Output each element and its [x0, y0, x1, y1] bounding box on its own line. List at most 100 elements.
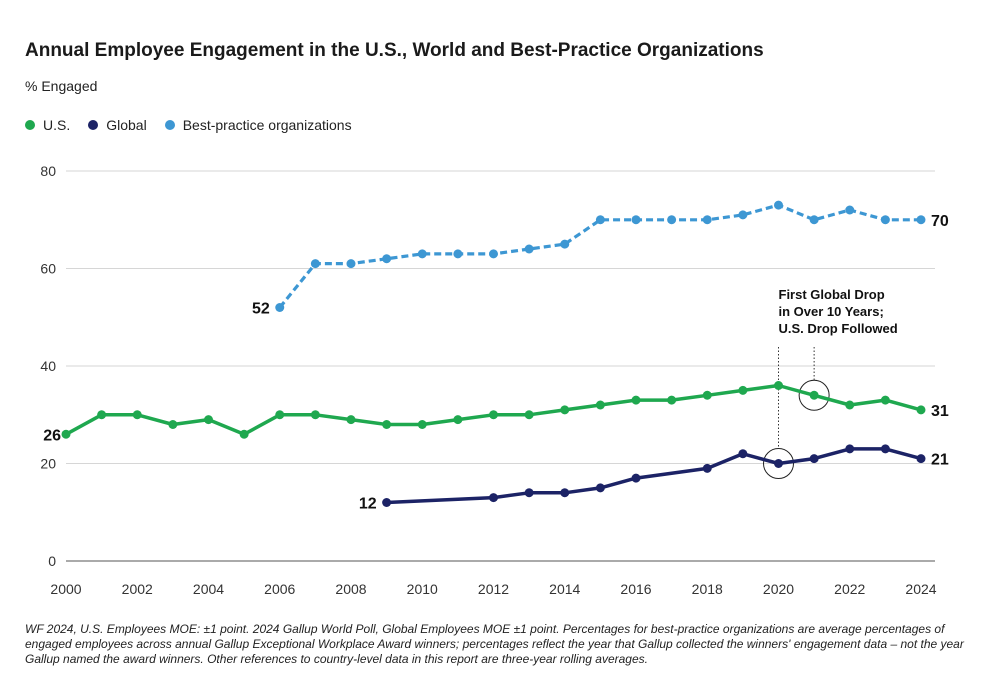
data-labels: 26 31 12 21 52 70	[43, 213, 949, 513]
footnote: WF 2024, U.S. Employees MOE: ±1 point. 2…	[25, 622, 964, 666]
data-point-best-practice-organizations-2006	[275, 303, 285, 312]
data-point-best-practice-organizations-2019	[738, 210, 748, 220]
data-point-best-practice-organizations-2024	[916, 215, 926, 225]
chart-title: Annual Employee Engagement in the U.S., …	[25, 40, 764, 61]
legend-label-us: U.S.	[43, 117, 71, 133]
data-point-global-2009	[382, 498, 392, 507]
annotation-text-line-3: U.S. Drop Followed	[779, 321, 898, 336]
end-label-best-practice-organizations: 70	[931, 213, 949, 230]
data-point-best-practice-organizations-2016	[631, 215, 641, 225]
x-tick-label-2016: 2016	[620, 581, 651, 597]
x-tick-label-2002: 2002	[122, 581, 153, 597]
data-point-u-s-2014	[560, 405, 570, 415]
series-line-global	[386, 447, 922, 505]
data-point-best-practice-organizations-2015	[595, 215, 605, 225]
legend-label-global: Global	[106, 117, 147, 133]
legend-swatch-us	[25, 120, 35, 130]
legend: U.S. Global Best-practice organizations	[25, 117, 370, 133]
data-point-u-s-2011	[453, 415, 463, 425]
data-point-u-s-2021	[809, 390, 819, 400]
y-tick-label-60: 60	[40, 261, 56, 277]
data-point-global-2024	[916, 454, 926, 464]
data-point-best-practice-organizations-2020	[774, 200, 783, 210]
data-point-u-s-2006	[275, 410, 285, 420]
data-point-best-practice-organizations-2008	[346, 259, 356, 269]
start-label-global: 12	[359, 496, 377, 513]
data-point-u-s-2024	[916, 405, 926, 415]
line-chart: 0 20 40 60 80 2000 2002 2004 2006 2008 2010 2012 201…	[40, 163, 949, 597]
data-point-u-s-2019	[738, 385, 748, 395]
data-point-u-s-2012	[489, 410, 498, 420]
data-point-u-s-2000	[61, 429, 71, 439]
data-point-global-2013	[524, 488, 534, 498]
x-tick-label-2004: 2004	[193, 581, 224, 597]
y-tick-label-40: 40	[40, 358, 56, 374]
annotation-text-line-1: First Global Drop	[779, 287, 885, 302]
data-point-u-s-2013	[524, 410, 534, 420]
annotation: First Global Drop in Over 10 Years; U.S. D…	[763, 287, 898, 479]
legend-swatch-global	[88, 120, 99, 130]
data-point-u-s-2022	[845, 400, 855, 410]
legend-item-us: U.S.	[25, 117, 70, 133]
x-tick-label-2020: 2020	[763, 581, 794, 597]
x-tick-label-2024: 2024	[905, 581, 936, 597]
data-point-u-s-2010	[417, 420, 427, 429]
data-point-global-2023	[880, 444, 890, 454]
data-point-best-practice-organizations-2007	[310, 259, 320, 269]
end-label-u-s: 31	[931, 403, 949, 420]
data-point-best-practice-organizations-2018	[702, 215, 712, 225]
data-point-u-s-2004	[204, 415, 213, 425]
data-point-u-s-2001	[97, 410, 107, 420]
data-point-u-s-2017	[667, 395, 677, 405]
data-point-global-2016	[631, 473, 641, 483]
data-point-global-2019	[738, 449, 748, 459]
x-tick-label-2008: 2008	[335, 581, 366, 597]
data-point-u-s-2002	[132, 410, 142, 420]
data-point-best-practice-organizations-2022	[845, 205, 855, 215]
data-point-u-s-2005	[239, 429, 249, 439]
data-point-best-practice-organizations-2010	[417, 249, 427, 259]
y-tick-label-20: 20	[40, 456, 56, 472]
end-label-global: 21	[931, 452, 949, 469]
start-label-u-s: 26	[43, 427, 61, 444]
data-point-u-s-2003	[168, 420, 178, 429]
data-point-global-2014	[560, 488, 570, 498]
y-tick-label-0: 0	[48, 553, 56, 569]
data-point-u-s-2023	[880, 395, 890, 405]
series	[61, 200, 926, 507]
legend-item-best-practice: Best-practice organizations	[164, 117, 352, 133]
data-point-global-2020	[774, 459, 783, 468]
x-tick-label-2000: 2000	[50, 581, 81, 597]
data-point-best-practice-organizations-2013	[524, 244, 534, 254]
x-tick-label-2018: 2018	[692, 581, 723, 597]
data-point-global-2012	[489, 493, 498, 503]
data-point-u-s-2015	[595, 400, 605, 410]
data-point-global-2018	[702, 463, 712, 473]
data-point-best-practice-organizations-2021	[809, 215, 819, 225]
data-point-best-practice-organizations-2014	[560, 239, 570, 249]
data-point-best-practice-organizations-2012	[489, 249, 498, 259]
data-point-u-s-2008	[346, 415, 356, 425]
legend-label-best-practice: Best-practice organizations	[182, 117, 352, 133]
legend-swatch-best-practice	[164, 120, 175, 130]
data-point-u-s-2009	[382, 420, 392, 429]
start-label-best-practice-organizations: 52	[252, 301, 270, 318]
data-point-best-practice-organizations-2023	[880, 215, 890, 225]
data-point-u-s-2020	[774, 381, 783, 390]
annotation-circle-2	[798, 379, 830, 411]
x-tick-label-2014: 2014	[549, 581, 580, 597]
y-axis-label: % Engaged	[25, 78, 98, 94]
y-tick-label-80: 80	[40, 163, 56, 179]
data-point-best-practice-organizations-2017	[667, 215, 677, 225]
data-point-u-s-2016	[631, 395, 641, 405]
data-point-best-practice-organizations-2009	[382, 254, 392, 264]
data-point-best-practice-organizations-2011	[453, 249, 463, 259]
data-point-global-2015	[595, 483, 605, 493]
x-tick-label-2006: 2006	[264, 581, 295, 597]
axes: 0 20 40 60 80 2000 2002 2004 2006 2008 2010 2012 201…	[40, 163, 936, 597]
x-tick-label-2022: 2022	[834, 581, 865, 597]
annotation-circle-1	[763, 448, 794, 479]
data-point-global-2021	[809, 454, 819, 464]
x-tick-label-2010: 2010	[407, 581, 438, 597]
series-line-u-s	[65, 383, 922, 437]
